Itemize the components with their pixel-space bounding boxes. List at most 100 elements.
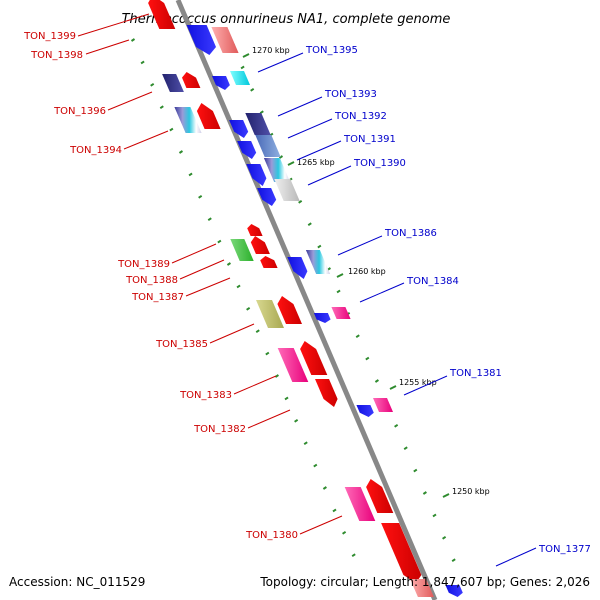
gene-label-ton-1398[interactable]: TON_1398 (30, 50, 83, 61)
gene-feature[interactable] (366, 479, 394, 513)
track-tick (240, 65, 245, 70)
gene-feature[interactable] (211, 27, 239, 53)
track-tick (274, 374, 279, 378)
gene-feature[interactable] (247, 224, 263, 236)
gene-label-ton-1384[interactable]: TON_1384 (406, 276, 459, 287)
gene-label-ton-1395[interactable]: TON_1395 (305, 45, 358, 56)
track-tick (432, 513, 437, 518)
gene-label-ton-1394[interactable]: TON_1394 (69, 145, 122, 156)
track-tick (307, 222, 312, 227)
gene-feature[interactable] (250, 236, 270, 254)
gene-feature[interactable] (260, 256, 278, 268)
scale-tick (389, 385, 397, 390)
track-tick (336, 289, 341, 294)
gene-feature[interactable] (256, 300, 284, 328)
track-tick (422, 491, 427, 495)
gene-label-ton-1386[interactable]: TON_1386 (384, 228, 437, 239)
track-tick (178, 150, 184, 154)
track-tick (250, 87, 255, 92)
gene-label-ton-1399[interactable]: TON_1399 (23, 31, 76, 42)
gene-label-ton-1388[interactable]: TON_1388 (125, 275, 178, 286)
track-tick (198, 194, 203, 199)
gene-feature[interactable] (162, 74, 184, 92)
gene-feature[interactable] (255, 135, 281, 157)
track-tick (303, 441, 308, 446)
gene-feature[interactable] (230, 239, 254, 261)
gene-feature[interactable] (287, 257, 308, 279)
gene-feature[interactable] (410, 579, 434, 597)
track-tick (442, 535, 447, 540)
gene-feature[interactable] (246, 164, 267, 186)
track-tick (322, 486, 327, 490)
gene-feature[interactable] (148, 0, 176, 29)
gene-feature[interactable] (381, 523, 422, 583)
gene-feature[interactable] (174, 107, 202, 133)
gene-label-ton-1381[interactable]: TON_1381 (449, 368, 502, 379)
left-tick-track (130, 38, 356, 558)
gene-features (148, 0, 463, 597)
track-tick (130, 38, 136, 42)
scale-tick (242, 53, 250, 58)
track-tick (355, 334, 360, 339)
scale-label-1265: 1265 kbp (297, 158, 335, 167)
gene-feature[interactable] (373, 398, 393, 412)
gene-label-ton-1393[interactable]: TON_1393 (324, 89, 377, 100)
track-tick (255, 329, 260, 334)
gene-feature[interactable] (356, 405, 374, 417)
left-gene-labels: TON_1399 TON_1398 TON_1396 TON_1394 TON_… (23, 13, 343, 541)
gene-feature[interactable] (344, 487, 376, 521)
gene-label-ton-1391[interactable]: TON_1391 (343, 134, 396, 145)
gene-feature[interactable] (263, 158, 291, 182)
scale-labels: 1270 kbp 1265 kbp 1260 kbp 1255 kbp 1250… (242, 46, 490, 498)
gene-feature[interactable] (257, 188, 277, 206)
gene-label-ton-1380[interactable]: TON_1380 (245, 530, 298, 541)
gene-feature[interactable] (212, 76, 230, 90)
track-tick (394, 423, 399, 428)
track-tick (317, 244, 322, 249)
gene-label-ton-1396[interactable]: TON_1396 (53, 106, 106, 117)
gene-feature[interactable] (445, 585, 463, 597)
gene-label-ton-1392[interactable]: TON_1392 (334, 111, 387, 122)
track-tick (374, 379, 379, 383)
gene-feature[interactable] (230, 71, 250, 85)
gene-label-ton-1387[interactable]: TON_1387 (131, 292, 184, 303)
gene-feature[interactable] (186, 25, 216, 55)
gene-feature[interactable] (300, 341, 328, 375)
gene-label-ton-1377[interactable]: TON_1377 (538, 544, 591, 555)
gene-feature[interactable] (245, 113, 271, 135)
gene-feature[interactable] (277, 296, 302, 324)
scale-tick (336, 273, 344, 278)
gene-feature[interactable] (315, 379, 338, 407)
gene-feature[interactable] (313, 313, 331, 323)
gene-feature[interactable] (229, 120, 249, 138)
gene-feature[interactable] (277, 348, 309, 382)
track-tick (413, 468, 418, 473)
gene-feature[interactable] (237, 141, 257, 159)
track-tick (298, 199, 303, 204)
track-tick (246, 306, 251, 311)
gene-label-ton-1385[interactable]: TON_1385 (155, 339, 208, 350)
track-tick (284, 396, 289, 401)
track-tick (159, 105, 164, 110)
gene-label-ton-1390[interactable]: TON_1390 (353, 158, 406, 169)
track-tick (451, 558, 456, 563)
scale-tick (442, 493, 450, 498)
track-tick (207, 217, 212, 222)
gene-feature[interactable] (196, 103, 221, 129)
track-tick (265, 351, 270, 356)
track-tick (217, 239, 222, 244)
gene-feature[interactable] (305, 250, 331, 274)
gene-label-ton-1382[interactable]: TON_1382 (193, 424, 246, 435)
scale-tick (287, 161, 295, 166)
gene-feature[interactable] (331, 307, 351, 319)
track-tick (342, 530, 347, 535)
accession-text: Accession: NC_011529 (9, 575, 145, 589)
track-tick (403, 446, 408, 451)
gene-feature[interactable] (274, 179, 300, 201)
track-tick (351, 553, 356, 558)
gene-feature[interactable] (182, 72, 201, 88)
gene-label-ton-1389[interactable]: TON_1389 (117, 259, 170, 270)
gene-label-ton-1383[interactable]: TON_1383 (179, 390, 232, 401)
